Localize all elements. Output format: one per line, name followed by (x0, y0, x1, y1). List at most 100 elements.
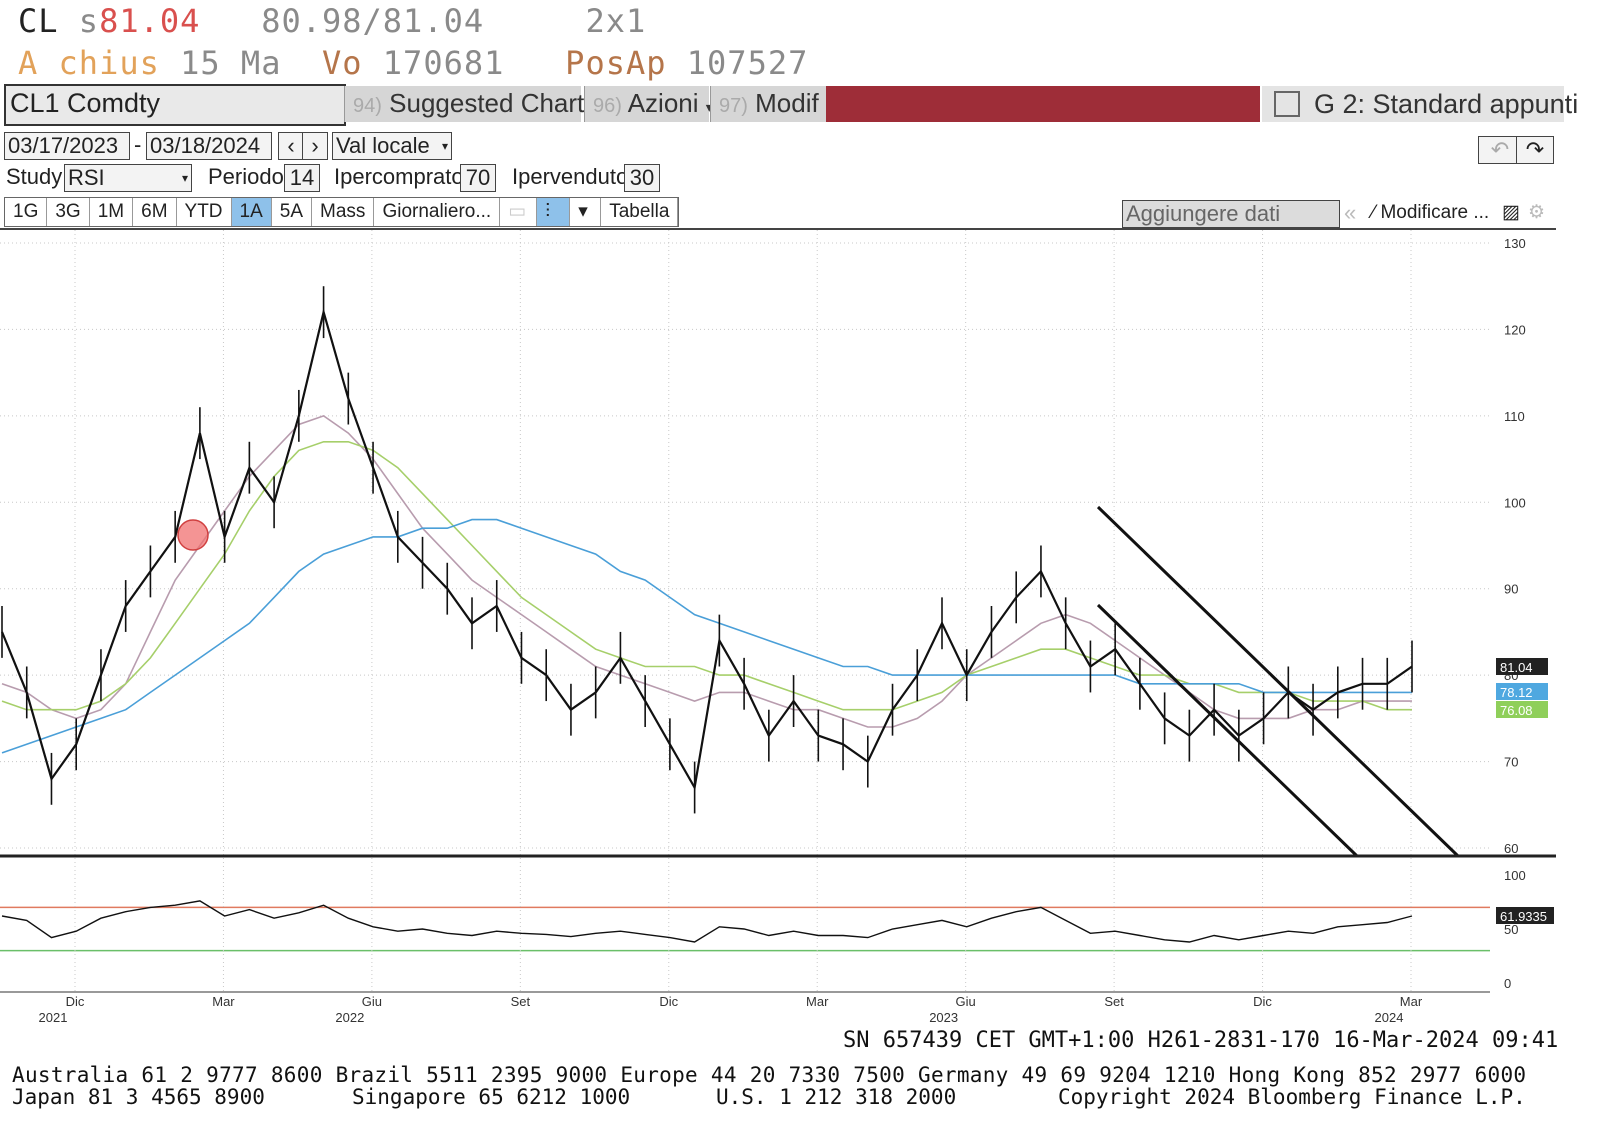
last-value-text: 76.08 (1500, 703, 1533, 718)
trend-line-upper (1096, 505, 1460, 858)
chevron-down-icon: ▾ (706, 99, 713, 115)
chart-type-icon[interactable]: ▭ (500, 198, 538, 226)
period-1a[interactable]: 1A (231, 198, 272, 226)
x-year-label: 2021 (39, 1010, 68, 1025)
period-mass[interactable]: Mass (312, 198, 375, 226)
date-dash: - (134, 132, 142, 157)
ticker-symbol: CL (18, 2, 59, 40)
period-bar: 1G 3G 1M 6M YTD 1A 5A Mass Giornaliero..… (4, 197, 680, 227)
x-month-label: Giu (362, 994, 382, 1009)
currency-select[interactable]: Val locale ▾ (332, 132, 452, 160)
x-month-label: Mar (1400, 994, 1423, 1009)
x-month-label: Dic (659, 994, 678, 1009)
last-value-tag (1496, 701, 1548, 718)
rsi-series (1, 900, 1413, 943)
rsi-line (1, 900, 1413, 943)
quote-line-2: A chius 15 Ma Vo 170681 PosAp 107527 (18, 44, 808, 82)
prev-arrow-button[interactable]: ‹ (278, 132, 304, 160)
moving-averages (1, 415, 1412, 754)
rsi-tick-label: 50 (1504, 922, 1518, 937)
ipervenduto-input[interactable]: 30 (624, 164, 660, 192)
last-value-tag (1496, 658, 1548, 675)
period-3g[interactable]: 3G (47, 198, 90, 226)
security-field[interactable]: CL1 Comdty (4, 84, 346, 126)
candle-icon[interactable]: ⫶ (537, 198, 571, 226)
toolbar-divider (0, 228, 1556, 230)
chevron-down-icon: ▾ (181, 171, 188, 185)
ipercomprato-input[interactable]: 70 (460, 164, 496, 192)
price-series (0, 286, 1413, 814)
open-interest-label: PosAp (565, 44, 667, 82)
tabella-button[interactable]: Tabella (601, 198, 679, 226)
x-month-label: Giu (956, 994, 976, 1009)
y-tick-label: 120 (1504, 322, 1526, 337)
last-price: s81.04 (78, 2, 201, 40)
ma-line-ma_slow (1, 518, 1412, 754)
chart-grid (0, 230, 1490, 992)
period-6m[interactable]: 6M (133, 198, 177, 226)
modificare-button[interactable]: ⁄ Modificare ... (1372, 202, 1490, 223)
next-arrow-button[interactable]: › (302, 132, 328, 160)
date-from-input[interactable]: 03/17/2023 (4, 132, 130, 160)
frequency-select[interactable]: Giornaliero... (374, 198, 501, 226)
volume-label: Vo (321, 44, 363, 82)
x-year-label: 2023 (929, 1010, 958, 1025)
x-month-label: Mar (212, 994, 235, 1009)
study-label: Study (6, 164, 63, 189)
period-1m[interactable]: 1M (90, 198, 134, 226)
export-icon (1274, 90, 1300, 117)
x-month-label: Set (1104, 994, 1124, 1009)
modif-menu[interactable]: 97) Modif ▾ (710, 86, 833, 122)
y-tick-label: 70 (1504, 755, 1518, 770)
x-month-label: Mar (806, 994, 829, 1009)
x-month-label: Set (511, 994, 531, 1009)
ipervenduto-label: Ipervenduto (512, 164, 629, 189)
footer-copyright: Copyright 2024 Bloomberg Finance L.P. (1058, 1085, 1526, 1109)
period-1g[interactable]: 1G (5, 198, 48, 226)
suggested-charts-menu[interactable]: 94) Suggested Charts (344, 86, 597, 122)
close-date: 15 Ma (180, 44, 282, 82)
azioni-menu[interactable]: 96) Azioni ▾ (584, 86, 713, 122)
collapse-icon[interactable]: « (1344, 200, 1357, 225)
last-value-tag (1496, 907, 1554, 924)
bid-ask: 80.98/81.04 (261, 2, 485, 40)
layout-selector[interactable]: G 2: Standard appunti (1262, 86, 1578, 122)
y-tick-label: 130 (1504, 236, 1526, 251)
rsi-tick-label: 0 (1504, 976, 1511, 991)
date-to-input[interactable]: 03/18/2024 (146, 132, 272, 160)
footer-contacts: Australia 61 2 9777 8600 Brazil 5511 239… (12, 1063, 1527, 1087)
period-5a[interactable]: 5A (272, 198, 313, 226)
redo-button[interactable]: ↷ (1516, 136, 1554, 164)
x-month-label: Dic (1253, 994, 1272, 1009)
footer-singapore: Singapore 65 6212 1000 (352, 1085, 631, 1109)
study-select[interactable]: RSI ▾ (64, 164, 192, 192)
ma-line-ma_fast (1, 415, 1412, 728)
y-tick-label: 100 (1504, 495, 1526, 510)
x-year-label: 2024 (1375, 1010, 1404, 1025)
period-ytd[interactable]: YTD (177, 198, 232, 226)
edit-icon[interactable]: ▨ (1502, 202, 1520, 223)
last-value-labels: 81.04 78.12 76.08 61.9335 (1496, 658, 1554, 924)
a-label: A (18, 44, 39, 82)
y-tick-label: 60 (1504, 841, 1518, 856)
trend-line-lower (1096, 603, 1359, 858)
ipercomprato-label: Ipercomprato (334, 164, 464, 189)
periodo-input[interactable]: 14 (284, 164, 320, 192)
bid-ask-size: 2x1 (585, 2, 647, 40)
chevron-down-icon[interactable]: ▾ (570, 198, 602, 226)
add-data-input[interactable]: Aggiungere dati (1122, 200, 1340, 228)
quote-line: CL s81.04 80.98/81.04 2x1 (18, 2, 646, 40)
gear-icon[interactable]: ⚙ (1528, 202, 1546, 223)
price-line (0, 307, 1413, 791)
trend-lines (1096, 505, 1460, 858)
footer-japan: Japan 81 3 4565 8900 (12, 1085, 265, 1109)
last-value-text: 78.12 (1500, 685, 1533, 700)
volume-value: 170681 (382, 44, 505, 82)
chevron-down-icon: ▾ (441, 139, 448, 153)
y-tick-label: 90 (1504, 582, 1518, 597)
alert-bar (826, 86, 1260, 122)
undo-button[interactable]: ↶ (1478, 136, 1522, 164)
